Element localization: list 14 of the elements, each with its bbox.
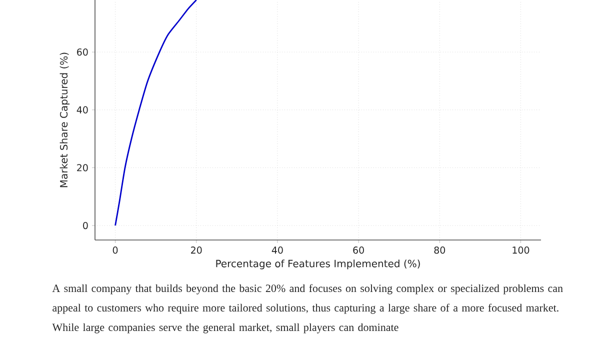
- y-tick-label: 60: [77, 48, 88, 56]
- y-tick-label: 20: [77, 164, 88, 172]
- x-tick-label: 40: [272, 246, 283, 254]
- y-axis-title: Market Share Captured (%): [60, 52, 70, 188]
- x-tick-label: 20: [191, 246, 202, 254]
- y-tick-label: 0: [83, 222, 88, 230]
- y-tick-label: 40: [76, 106, 88, 114]
- line-series: [114, 0, 198, 226]
- text: A small company that builds beyond the basic 20% and focuses on solving complex or specialized problems can appeal to customers who require more tailored solutions, thus capturing a large share of a more focused market. While large companies serve the general market, small players can dominate: [52, 284, 563, 334]
- x-axis-title: Percentage of Features Implemented (%): [216, 260, 420, 270]
- x-tick-label: 0: [112, 246, 118, 254]
- x-tick-label: 80: [434, 246, 446, 254]
- x-tick-label: 100: [512, 246, 530, 254]
- x-tick-label: 60: [353, 246, 364, 254]
